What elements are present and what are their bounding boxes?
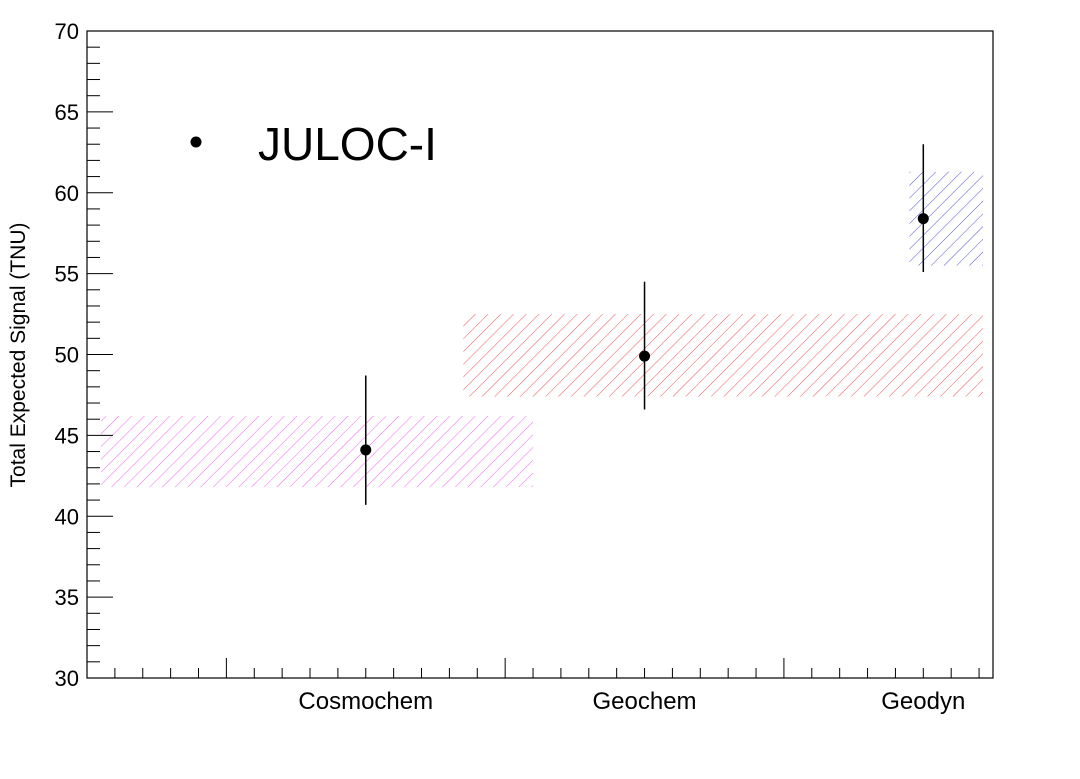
y-tick-label: 60 [55,181,79,206]
legend-label: JULOC-I [258,118,437,170]
y-axis-title: Total Expected Signal (TNU) [7,223,30,488]
data-point-geodyn [917,213,929,225]
band-cosmochem [100,415,534,488]
x-tick-label: Cosmochem [298,688,433,715]
x-tick-label: Geochem [593,688,697,715]
data-point-cosmochem [360,444,372,456]
y-tick-label: 50 [55,343,79,368]
uncertainty-bands [100,171,983,488]
data-points [360,144,929,505]
y-tick-label: 55 [55,262,79,287]
legend: JULOC-I [190,118,437,170]
axes: 30 35 40 45 50 55 60 65 70 Cosmochem Geochem Geodyn [55,19,994,715]
y-tick-label: 45 [55,423,79,448]
y-tick-label: 65 [55,100,79,125]
legend-marker [190,136,202,148]
data-point-geochem [639,350,651,362]
y-tick-label: 30 [55,666,79,691]
x-tick-label: Geodyn [881,688,965,715]
band-geochem [463,314,983,397]
y-tick-label: 70 [55,19,79,44]
y-tick-label: 40 [55,504,79,529]
y-tick-label: 35 [55,585,79,610]
